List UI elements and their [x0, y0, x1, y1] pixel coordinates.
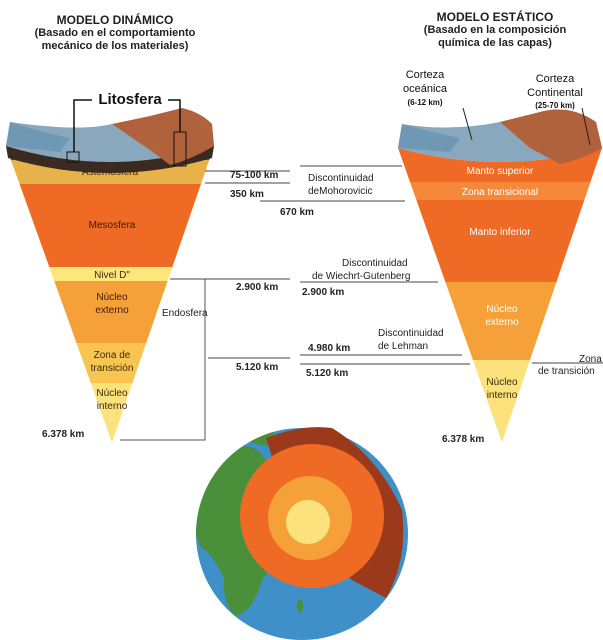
- static-transition-zone-band: [398, 182, 602, 200]
- d-layer-label: Nivel D": [94, 270, 130, 281]
- dynamic-transition-label-1: Zona de: [94, 350, 131, 361]
- depth-4980: 4.980 km: [308, 343, 350, 354]
- static-inner-core-label-2: interno: [487, 390, 518, 401]
- dynamic-d-layer-band: [6, 267, 214, 281]
- dynamic-inner-core-label-2: interno: [97, 401, 128, 412]
- dynamic-ocean-crust: [6, 122, 70, 152]
- static-model-header: MODELO ESTÁTICO (Basado en la composició…: [390, 11, 600, 50]
- static-continent: [500, 109, 602, 164]
- static-depth-6378: 6.378 km: [442, 434, 484, 445]
- globe-inner-core: [286, 500, 330, 544]
- dynamic-depth-5120: 5.120 km: [236, 362, 278, 373]
- static-transition-label-2: de transición: [538, 366, 595, 377]
- continental-crust-label-2: Continental: [527, 87, 583, 99]
- lehman-label-1: Discontinuidad: [378, 328, 444, 339]
- dynamic-outer-core-label-1: Núcleo: [96, 292, 128, 303]
- depth-670: 670 km: [280, 207, 314, 218]
- static-depth-2900: 2.900 km: [302, 287, 344, 298]
- static-transition-label-1: Zona: [579, 354, 602, 365]
- static-inner-core-label-1: Núcleo: [486, 377, 518, 388]
- continental-crust-label-3: (25-70 km): [535, 101, 575, 110]
- static-model-title: MODELO ESTÁTICO: [436, 10, 554, 24]
- asthenosphere-label: Astemosfera: [82, 167, 139, 178]
- dynamic-transition-label-2: transición: [91, 363, 134, 374]
- dynamic-outer-core-label-2: externo: [95, 305, 129, 316]
- moho-label-2: deMohorovicic: [308, 186, 372, 197]
- dynamic-model-subtitle-2: mecánico de los materiales): [41, 40, 189, 52]
- wiechert-label-2: de Wiechrt-Gutenberg: [312, 271, 410, 282]
- lithosphere-box-continent: [173, 131, 187, 167]
- static-model-subtitle-2: química de las capas): [438, 37, 552, 49]
- lithosphere-label: Litosfera: [98, 91, 162, 108]
- lithosphere-box-ocean: [66, 151, 80, 163]
- moho-label-1: Discontinuidad: [308, 173, 374, 184]
- lithosphere-bracket-left: [73, 99, 92, 152]
- static-outer-core-label-2: externo: [485, 317, 519, 328]
- wiechert-label-1: Discontinuidad: [342, 258, 408, 269]
- dynamic-continent: [112, 108, 214, 165]
- oceanic-crust-label-2: oceánica: [403, 83, 448, 95]
- lehman-label-2: de Lehman: [378, 341, 428, 352]
- depth-75-100: 75-100 km: [230, 170, 278, 181]
- mesosphere-label: Mesosfera: [89, 220, 136, 231]
- continental-crust-label-1: Corteza: [536, 73, 575, 85]
- oceanic-crust-label-3: (6-12 km): [407, 98, 442, 107]
- static-lower-mantle-band: [398, 200, 602, 282]
- dynamic-depth-6378: 6.378 km: [42, 429, 84, 440]
- oceanic-crust-label-1: Corteza: [406, 69, 445, 81]
- static-depth-5120: 5.120 km: [306, 368, 348, 379]
- earth-globe: [196, 427, 408, 640]
- endosphere-label: Endosfera: [162, 308, 208, 319]
- dynamic-lithosphere-dark: [6, 146, 214, 173]
- dynamic-model-header: MODELO DINÁMICO (Basado en el comportami…: [10, 14, 220, 53]
- dynamic-model-title: MODELO DINÁMICO: [56, 13, 174, 27]
- static-ocean-crust: [398, 124, 460, 152]
- upper-mantle-label: Manto superior: [467, 166, 534, 177]
- static-outer-core-label-1: Núcleo: [486, 304, 518, 315]
- transition-zone-label: Zona transicional: [462, 187, 538, 198]
- dynamic-depth-2900: 2.900 km: [236, 282, 278, 293]
- lower-mantle-label: Manto inferior: [469, 227, 531, 238]
- depth-350: 350 km: [230, 189, 264, 200]
- dynamic-model-subtitle-1: (Basado en el comportamiento: [34, 27, 196, 39]
- continental-crust-pointer: [581, 107, 591, 146]
- static-model-subtitle-1: (Basado en la composición: [423, 24, 567, 36]
- lithosphere-bracket-right: [168, 99, 181, 132]
- oceanic-crust-pointer: [462, 107, 473, 141]
- dynamic-inner-core-label-1: Núcleo: [96, 388, 128, 399]
